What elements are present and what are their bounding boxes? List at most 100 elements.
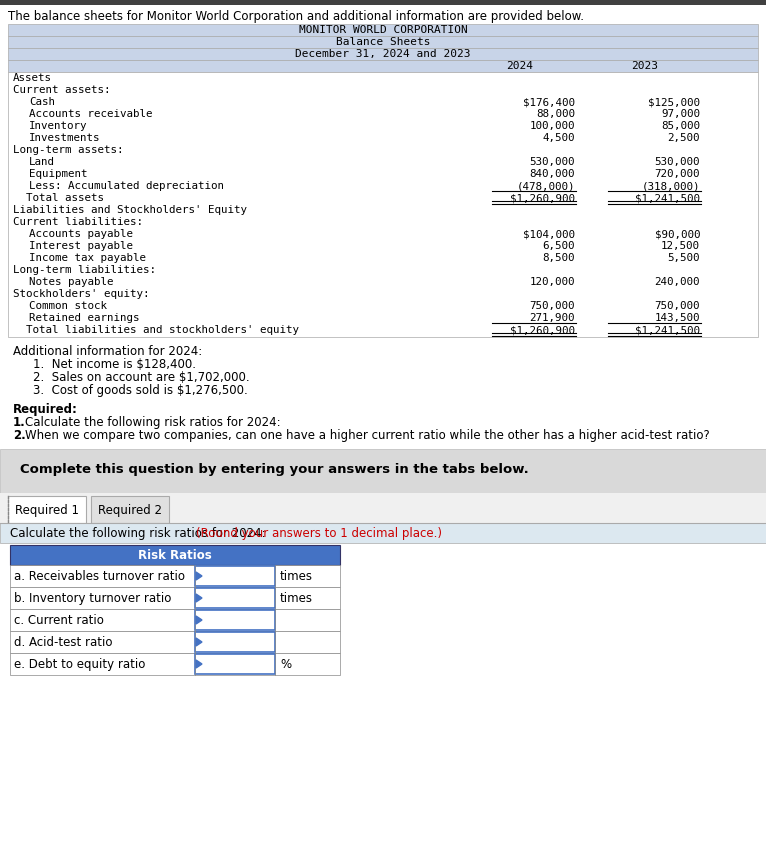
Text: Current assets:: Current assets: — [13, 85, 110, 95]
Text: 2023: 2023 — [631, 61, 659, 71]
Text: 143,500: 143,500 — [654, 313, 700, 323]
Text: $1,241,500: $1,241,500 — [635, 325, 700, 335]
Text: Interest payable: Interest payable — [29, 241, 133, 251]
Bar — [195, 588, 275, 608]
Polygon shape — [196, 572, 202, 580]
Text: 6,500: 6,500 — [542, 241, 575, 251]
Text: Equipment: Equipment — [29, 169, 87, 179]
Bar — [10, 545, 340, 565]
Text: MONITOR WORLD CORPORATION: MONITOR WORLD CORPORATION — [299, 25, 467, 35]
Bar — [91, 496, 169, 523]
Bar — [10, 565, 340, 587]
Text: 85,000: 85,000 — [661, 121, 700, 131]
Text: Retained earnings: Retained earnings — [29, 313, 139, 323]
Text: $176,400: $176,400 — [523, 97, 575, 107]
Bar — [10, 653, 340, 675]
Text: (478,000): (478,000) — [516, 181, 575, 191]
Text: 2,500: 2,500 — [667, 133, 700, 143]
Bar — [195, 610, 275, 630]
Text: 12,500: 12,500 — [661, 241, 700, 251]
Text: a. Receivables turnover ratio: a. Receivables turnover ratio — [14, 570, 185, 583]
Text: 2.  Sales on account are $1,702,000.: 2. Sales on account are $1,702,000. — [33, 371, 250, 384]
Text: 88,000: 88,000 — [536, 109, 575, 119]
Text: Total liabilities and stockholders' equity: Total liabilities and stockholders' equi… — [13, 325, 299, 335]
Text: Required:: Required: — [13, 403, 78, 416]
Text: 530,000: 530,000 — [654, 157, 700, 167]
Bar — [195, 632, 275, 652]
Text: Calculate the following risk ratios for 2024:: Calculate the following risk ratios for … — [25, 416, 280, 429]
Text: 1.: 1. — [13, 416, 26, 429]
Text: (318,000): (318,000) — [641, 181, 700, 191]
Text: 5,500: 5,500 — [667, 253, 700, 263]
Text: Cash: Cash — [29, 97, 55, 107]
Bar — [0, 523, 766, 543]
Text: Complete this question by entering your answers in the tabs below.: Complete this question by entering your … — [20, 463, 529, 476]
Text: Required 2: Required 2 — [98, 504, 162, 517]
Bar — [10, 587, 340, 609]
Bar — [0, 449, 766, 493]
Text: Long-term liabilities:: Long-term liabilities: — [13, 265, 156, 275]
Bar — [8, 24, 758, 36]
Text: 750,000: 750,000 — [529, 301, 575, 311]
Text: 271,900: 271,900 — [529, 313, 575, 323]
Text: 8,500: 8,500 — [542, 253, 575, 263]
Text: $104,000: $104,000 — [523, 229, 575, 239]
Text: Long-term assets:: Long-term assets: — [13, 145, 123, 155]
Text: December 31, 2024 and 2023: December 31, 2024 and 2023 — [295, 49, 471, 59]
Polygon shape — [196, 638, 202, 646]
Text: %: % — [280, 658, 291, 671]
Bar — [8, 60, 758, 72]
Bar — [0, 493, 766, 523]
Polygon shape — [196, 660, 202, 668]
Bar — [195, 654, 275, 674]
Text: 3.  Cost of goods sold is $1,276,500.: 3. Cost of goods sold is $1,276,500. — [33, 384, 247, 397]
Text: Land: Land — [29, 157, 55, 167]
Text: d. Acid-test ratio: d. Acid-test ratio — [14, 636, 113, 649]
Text: e. Debt to equity ratio: e. Debt to equity ratio — [14, 658, 146, 671]
Text: Common stock: Common stock — [29, 301, 107, 311]
Text: times: times — [280, 570, 313, 583]
Text: $1,260,900: $1,260,900 — [510, 325, 575, 335]
Text: 120,000: 120,000 — [529, 277, 575, 287]
Text: 4,500: 4,500 — [542, 133, 575, 143]
Text: Risk Ratios: Risk Ratios — [138, 549, 212, 562]
Bar — [8, 36, 758, 48]
Text: 1.  Net income is $128,400.: 1. Net income is $128,400. — [33, 358, 196, 371]
Text: times: times — [280, 592, 313, 605]
Text: Investments: Investments — [29, 133, 100, 143]
Text: 100,000: 100,000 — [529, 121, 575, 131]
Bar — [10, 609, 340, 631]
Text: Inventory: Inventory — [29, 121, 87, 131]
Bar — [195, 566, 275, 586]
Text: Total assets: Total assets — [13, 193, 104, 203]
Text: When we compare two companies, can one have a higher current ratio while the oth: When we compare two companies, can one h… — [25, 429, 710, 442]
Text: 97,000: 97,000 — [661, 109, 700, 119]
Bar — [8, 48, 758, 60]
Text: $125,000: $125,000 — [648, 97, 700, 107]
Text: Required 1: Required 1 — [15, 504, 79, 517]
Text: Notes payable: Notes payable — [29, 277, 113, 287]
Text: Less: Accumulated depreciation: Less: Accumulated depreciation — [29, 181, 224, 191]
Text: Liabilities and Stockholders' Equity: Liabilities and Stockholders' Equity — [13, 205, 247, 215]
Text: $90,000: $90,000 — [654, 229, 700, 239]
Text: Accounts receivable: Accounts receivable — [29, 109, 152, 119]
Text: Income tax payable: Income tax payable — [29, 253, 146, 263]
Bar — [8, 72, 758, 337]
Text: (Round your answers to 1 decimal place.): (Round your answers to 1 decimal place.) — [196, 527, 442, 540]
Text: Current liabilities:: Current liabilities: — [13, 217, 143, 227]
Text: 840,000: 840,000 — [529, 169, 575, 179]
Text: Assets: Assets — [13, 73, 52, 83]
Text: Calculate the following risk ratios for 2024:: Calculate the following risk ratios for … — [10, 527, 270, 540]
Text: 2.: 2. — [13, 429, 26, 442]
Text: Additional information for 2024:: Additional information for 2024: — [13, 345, 202, 358]
Bar — [10, 631, 340, 653]
Text: c. Current ratio: c. Current ratio — [14, 614, 104, 627]
Text: 2024: 2024 — [506, 61, 533, 71]
Text: b. Inventory turnover ratio: b. Inventory turnover ratio — [14, 592, 172, 605]
Text: Stockholders' equity:: Stockholders' equity: — [13, 289, 149, 299]
Text: $1,241,500: $1,241,500 — [635, 193, 700, 203]
Text: $1,260,900: $1,260,900 — [510, 193, 575, 203]
Polygon shape — [196, 594, 202, 602]
Text: 530,000: 530,000 — [529, 157, 575, 167]
Text: Accounts payable: Accounts payable — [29, 229, 133, 239]
